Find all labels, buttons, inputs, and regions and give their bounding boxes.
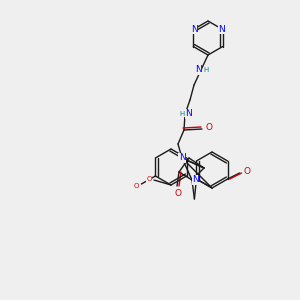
Text: N: N [178,154,185,163]
Text: N: N [186,110,192,118]
Text: O: O [134,183,139,189]
Text: O: O [206,122,212,131]
Text: O: O [146,176,152,182]
Text: N: N [192,176,199,184]
Text: N: N [195,65,201,74]
Text: O: O [175,188,182,197]
Text: H: H [203,67,208,73]
Text: O: O [243,167,250,176]
Text: N: N [191,25,198,34]
Text: N: N [218,25,225,34]
Text: H: H [179,111,184,117]
